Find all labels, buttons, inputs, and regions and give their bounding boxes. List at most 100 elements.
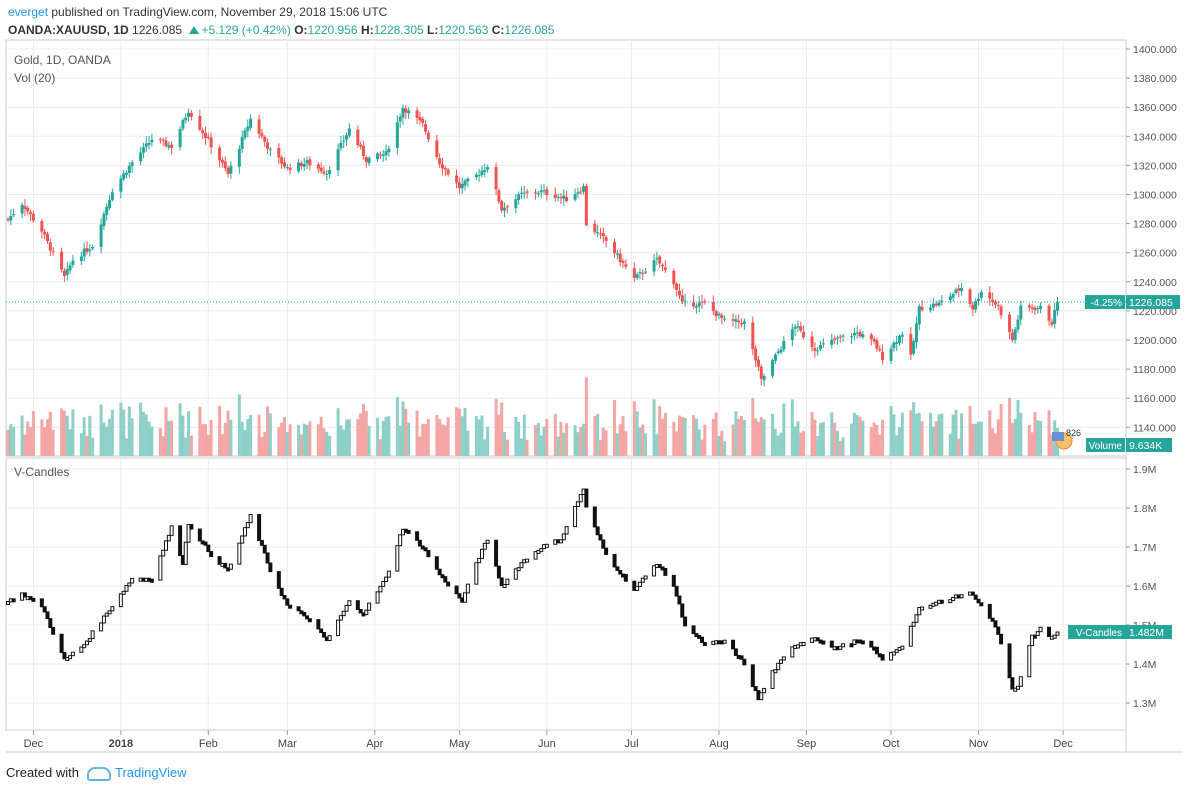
volume-bar [937, 414, 941, 456]
volume-bar [782, 403, 786, 456]
price-candle-body [813, 348, 817, 351]
v-candle [82, 644, 87, 649]
price-candle-body [742, 321, 746, 325]
v-candles-axis[interactable]: 1.3M1.4M1.5M1.6M1.7M1.8M1.9M [1126, 464, 1156, 710]
v-candle [762, 687, 767, 694]
volume-bar [457, 408, 461, 456]
volume-bar [178, 403, 182, 456]
volume-bar [203, 424, 207, 456]
tradingview-link[interactable]: TradingView [114, 765, 187, 780]
volume-bar [517, 421, 521, 456]
volume-bar [861, 420, 865, 456]
time-axis[interactable]: Dec 2018 Feb Mar Apr May Jun Jul Aug Sep Oct Nov Dec [24, 730, 1074, 750]
volume-bar [359, 413, 363, 456]
v-candle [437, 568, 442, 576]
price-candle-body [974, 300, 978, 310]
price-candle-body [497, 190, 501, 202]
price-candle-body [816, 350, 820, 352]
price-candle-body [88, 249, 92, 252]
price-candle-body [367, 157, 371, 164]
economic-events-icon[interactable]: 826 [1052, 428, 1081, 450]
volume-bar [12, 426, 16, 456]
v-candle [31, 597, 36, 602]
v-candle [398, 534, 403, 547]
price-candle-body [282, 162, 286, 167]
volume-bar [62, 410, 66, 456]
v-candle [186, 524, 191, 543]
main-pane[interactable] [5, 39, 1127, 457]
price-candle-body [494, 166, 498, 190]
price-candle-body [60, 251, 64, 270]
volume-bar [226, 410, 230, 456]
volume-bar [181, 415, 185, 456]
price-candle-body [999, 306, 1003, 316]
price-candle-body [993, 301, 997, 305]
v-candle [375, 591, 380, 604]
volume-bar [872, 422, 876, 456]
volume-bar [378, 439, 382, 456]
price-candle-body [776, 351, 780, 354]
price-candle-body [1016, 319, 1020, 330]
v-candle [731, 639, 736, 650]
price-candle-body [65, 268, 69, 275]
volume-bar [288, 424, 292, 456]
v-candle [657, 563, 662, 568]
volume-bar [407, 422, 411, 456]
price-candle-body [141, 146, 145, 153]
volume-bar [740, 416, 744, 456]
author-link[interactable]: everget [8, 5, 49, 19]
price-candle-body [810, 336, 814, 348]
volume-bar [703, 424, 707, 456]
price-candle-body [198, 116, 202, 130]
v-candle [801, 641, 806, 646]
price-candle-body [821, 343, 825, 345]
v-candle [860, 640, 865, 645]
price-candle-body [1010, 332, 1014, 341]
v-candle [561, 533, 566, 541]
price-candle-body [31, 213, 35, 221]
v-candle [386, 570, 391, 578]
price-candle-body [624, 264, 628, 267]
volume-bar [1010, 423, 1014, 456]
v-candle [121, 590, 126, 595]
v-candle [189, 524, 194, 530]
v-candle [525, 558, 530, 563]
v-candle [849, 643, 854, 648]
price-candle-body [9, 215, 13, 221]
volume-bar [838, 440, 842, 456]
v-candle [578, 493, 583, 503]
volume-bar [384, 416, 388, 456]
price-candle-body [971, 304, 975, 310]
v-candle [237, 542, 242, 565]
symbol-info-bar: OANDA:XAUUSD, 1D 1226.085 +5.129 (+0.42%… [8, 23, 554, 37]
volume-bar [463, 407, 467, 456]
price-change: +5.129 (+0.42%) [201, 23, 291, 37]
volume-bar [127, 406, 131, 456]
time-tick-label: Jun [538, 738, 556, 750]
price-candle-body [158, 139, 162, 141]
price-candle-body [415, 110, 419, 118]
v-candle [87, 638, 92, 643]
volume-bar [979, 421, 983, 456]
v-candles-badge-value: 1.482M [1129, 627, 1164, 639]
price-candle-body [677, 290, 681, 296]
lower-pane[interactable] [5, 457, 1127, 731]
volume-bar [652, 399, 656, 456]
volume-bar [878, 434, 882, 456]
v-candle [62, 652, 67, 660]
v-candles-badge-label: V-Candles [1076, 628, 1122, 639]
price-candle-body [328, 169, 332, 174]
price-candle-body [277, 147, 281, 158]
price-candle-body [658, 256, 662, 264]
volume-bar [601, 427, 605, 456]
v-candle [914, 614, 919, 623]
price-candle-body [525, 191, 529, 193]
v-candle [939, 599, 944, 604]
price-axis[interactable]: 1140.0001160.0001180.0001200.0001220.000… [1126, 44, 1177, 434]
price-candle-body [979, 292, 983, 298]
price-candle-body [167, 145, 171, 148]
volume-bar [249, 414, 253, 456]
volume-bar [796, 421, 800, 456]
v-candle [217, 556, 222, 565]
